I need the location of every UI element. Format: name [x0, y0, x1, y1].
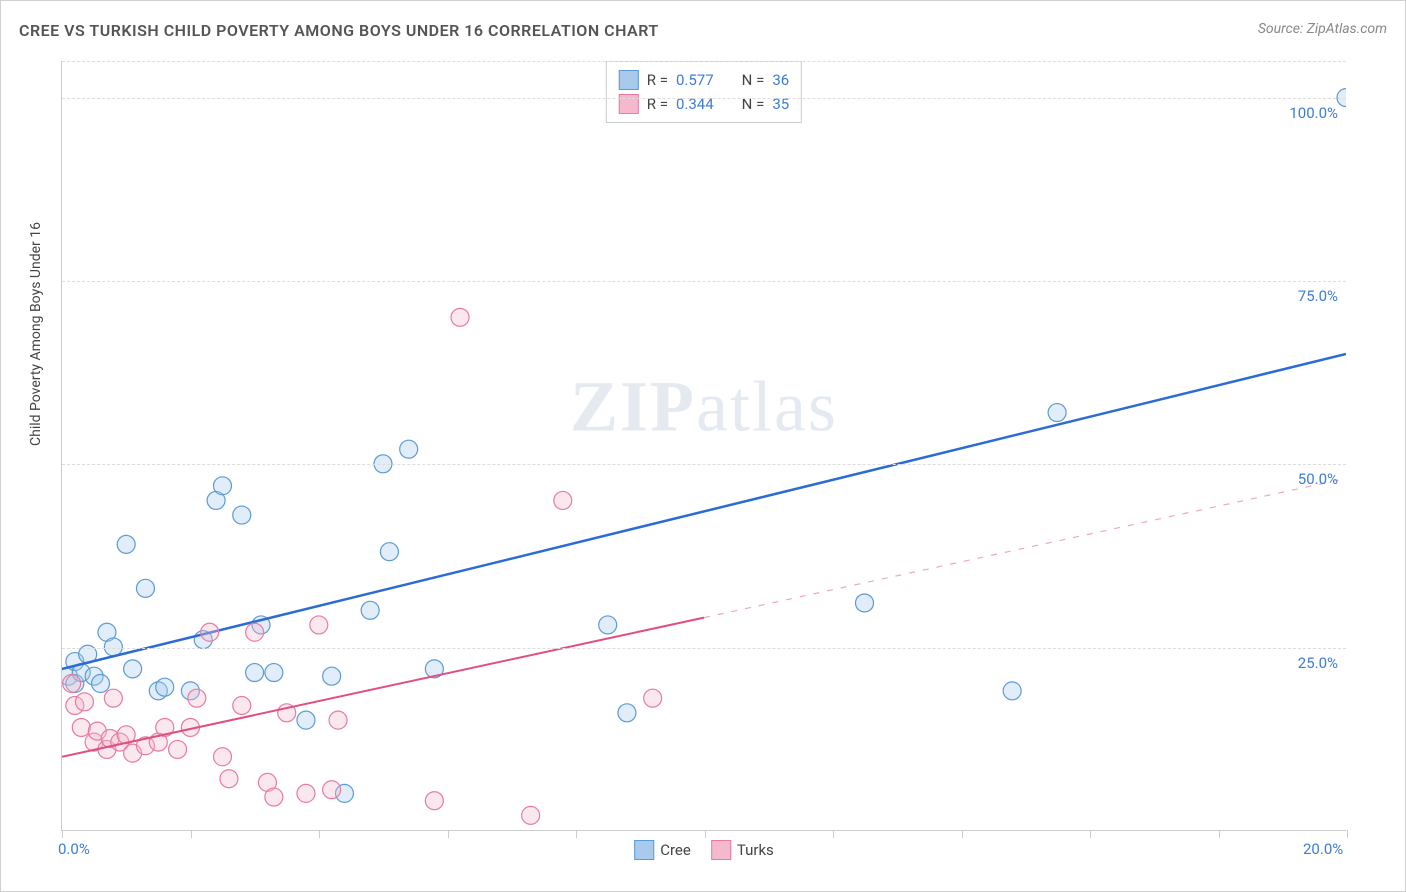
data-point	[188, 689, 206, 707]
data-point	[599, 616, 617, 634]
data-point	[265, 664, 283, 682]
data-point	[522, 806, 540, 824]
y-tick-label: 75.0%	[1298, 287, 1338, 305]
data-point	[265, 788, 283, 806]
source-link[interactable]: ZipAtlas.com	[1307, 21, 1387, 37]
data-point	[233, 506, 251, 524]
legend-swatch-cree	[619, 70, 639, 90]
data-point	[136, 579, 154, 597]
data-point	[92, 675, 110, 693]
source-label: Source:	[1258, 21, 1303, 37]
data-point	[297, 711, 315, 729]
data-point	[323, 667, 341, 685]
data-point	[246, 623, 264, 641]
data-point	[124, 660, 142, 678]
legend-label-turks: Turks	[737, 841, 774, 859]
chart-title: CREE VS TURKISH CHILD POVERTY AMONG BOYS…	[19, 21, 659, 40]
data-point	[644, 689, 662, 707]
data-point	[297, 784, 315, 802]
data-point	[425, 792, 443, 810]
plot-area: ZIPatlas R = 0.577 N = 36 R = 0.344 N = …	[61, 61, 1346, 831]
series-legend: Cree Turks	[634, 840, 774, 860]
legend-label-cree: Cree	[660, 841, 691, 859]
data-point	[214, 477, 232, 495]
y-tick-label: 25.0%	[1298, 654, 1338, 672]
data-point	[451, 308, 469, 326]
legend-item-turks: Turks	[711, 840, 774, 860]
x-tick-label: 20.0%	[1303, 840, 1343, 858]
data-point	[233, 697, 251, 715]
data-point	[323, 781, 341, 799]
data-point	[361, 601, 379, 619]
data-point	[75, 693, 93, 711]
n-label: N =	[742, 71, 765, 89]
r-value-cree: 0.577	[676, 71, 714, 89]
data-point	[1048, 404, 1066, 422]
legend-item-cree: Cree	[634, 840, 691, 860]
data-point	[618, 704, 636, 722]
data-point	[246, 664, 264, 682]
chart-container: CREE VS TURKISH CHILD POVERTY AMONG BOYS…	[0, 0, 1406, 892]
data-point	[63, 675, 81, 693]
chart-svg	[62, 61, 1346, 830]
data-point	[554, 491, 572, 509]
r-label: R =	[647, 71, 668, 89]
source-attribution: Source: ZipAtlas.com	[1258, 21, 1387, 37]
data-point	[220, 770, 238, 788]
trend-line	[62, 354, 1346, 669]
y-tick-label: 50.0%	[1298, 470, 1338, 488]
data-point	[156, 678, 174, 696]
legend-row-turks: R = 0.344 N = 35	[619, 92, 789, 116]
data-point	[310, 616, 328, 634]
data-point	[169, 740, 187, 758]
data-point	[72, 718, 90, 736]
x-tick-label: 0.0%	[58, 840, 90, 858]
data-point	[400, 440, 418, 458]
data-point	[1003, 682, 1021, 700]
data-point	[104, 689, 122, 707]
n-value-cree: 36	[772, 71, 789, 89]
trend-line-extrapolated	[704, 478, 1346, 617]
y-tick-label: 100.0%	[1289, 104, 1338, 122]
correlation-legend: R = 0.577 N = 36 R = 0.344 N = 35	[606, 61, 802, 123]
legend-swatch-cree	[634, 840, 654, 860]
data-point	[856, 594, 874, 612]
data-point	[329, 711, 347, 729]
data-point	[214, 748, 232, 766]
data-point	[117, 535, 135, 553]
legend-swatch-turks	[711, 840, 731, 860]
y-axis-label: Child Poverty Among Boys Under 16	[28, 222, 44, 446]
legend-row-cree: R = 0.577 N = 36	[619, 68, 789, 92]
data-point	[201, 623, 219, 641]
data-point	[380, 543, 398, 561]
